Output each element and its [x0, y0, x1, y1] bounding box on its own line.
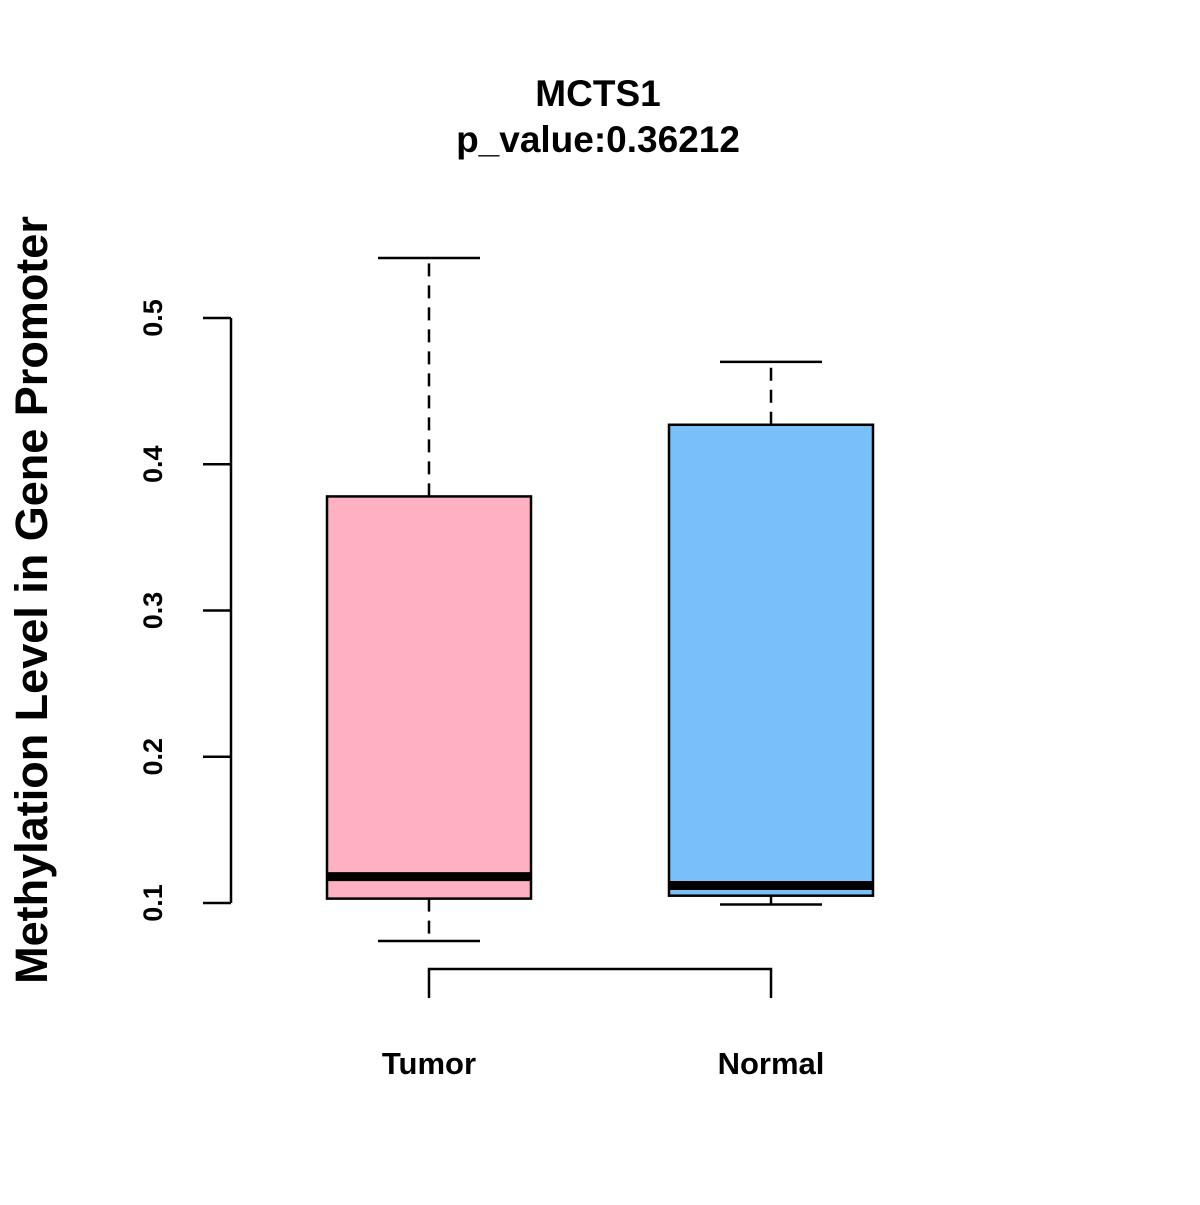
- chart-title: MCTS1: [535, 73, 660, 114]
- y-axis: 0.1 0.2 0.3 0.4 0.5: [138, 299, 233, 922]
- y-tick-label: 0.2: [138, 738, 168, 776]
- chart-subtitle: p_value:0.36212: [456, 119, 740, 160]
- box-normal: [667, 360, 875, 906]
- y-axis-label: Methylation Level in Gene Promoter: [6, 216, 57, 984]
- box-iqr: [325, 495, 533, 900]
- boxes: [325, 256, 875, 943]
- box-iqr: [667, 423, 875, 897]
- box-tumor: [325, 256, 533, 943]
- y-tick-label: 0.1: [138, 884, 168, 922]
- bracket-line: [427, 967, 773, 998]
- x-category-label: Tumor: [382, 1046, 476, 1081]
- y-tick-label: 0.5: [138, 299, 168, 337]
- y-tick-label: 0.3: [138, 592, 168, 630]
- x-category-label: Normal: [718, 1046, 825, 1081]
- significance-bracket: [427, 967, 773, 998]
- x-category-labels: Tumor Normal: [382, 1046, 824, 1081]
- y-tick-label: 0.4: [138, 445, 168, 483]
